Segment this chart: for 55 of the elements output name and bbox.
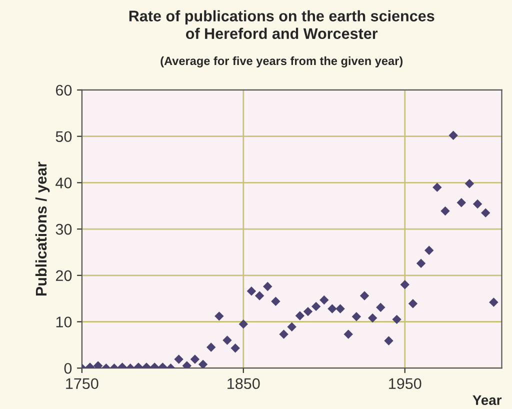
point (424, 246, 434, 255)
y-tick-label: 50 (56, 131, 72, 142)
point (472, 199, 482, 209)
point (464, 179, 474, 188)
point (456, 198, 466, 208)
x-tick-label: 1850 (228, 378, 260, 390)
y-tick-label: 40 (56, 178, 72, 188)
point (279, 330, 288, 339)
point (222, 336, 232, 345)
point (360, 291, 370, 300)
y-tick-label: 0 (64, 362, 72, 374)
chart-subtitle: (Average for five years from the given year) (160, 56, 403, 68)
point (400, 280, 410, 290)
point (182, 361, 192, 368)
y-axis-title: Publications / year (35, 162, 50, 296)
x-tick-label: 1750 (66, 378, 98, 390)
point (344, 330, 353, 339)
point (384, 336, 394, 346)
point (336, 304, 345, 314)
y-tick-label: 10 (56, 316, 72, 328)
point (408, 299, 418, 308)
point (489, 298, 498, 307)
point (352, 312, 362, 322)
chart-title: Rate of publications on the earth sciences of Hereford and Worcester (129, 10, 434, 40)
y-tick-label: 30 (56, 224, 72, 235)
y-tick-label: 60 (56, 84, 72, 96)
point (481, 208, 490, 218)
point (287, 322, 296, 332)
point (432, 182, 442, 192)
point (246, 286, 256, 296)
point (368, 313, 378, 323)
point (230, 344, 240, 353)
point (254, 291, 264, 300)
point (311, 302, 321, 312)
point (238, 319, 248, 329)
point (448, 130, 458, 140)
point (376, 302, 386, 312)
point (198, 360, 208, 368)
point (93, 361, 103, 368)
point (392, 314, 402, 324)
point (263, 282, 272, 292)
point (174, 354, 184, 364)
point (271, 296, 280, 306)
x-axis-title: Year (472, 395, 502, 406)
point (416, 258, 426, 268)
point (328, 304, 337, 314)
x-tick-label: 1950 (389, 378, 422, 390)
point (320, 295, 329, 305)
point (295, 311, 305, 320)
point (440, 206, 450, 216)
point (190, 354, 200, 364)
point (214, 312, 224, 321)
point (303, 306, 313, 316)
point (206, 342, 216, 352)
y-tick-label: 20 (56, 270, 72, 282)
